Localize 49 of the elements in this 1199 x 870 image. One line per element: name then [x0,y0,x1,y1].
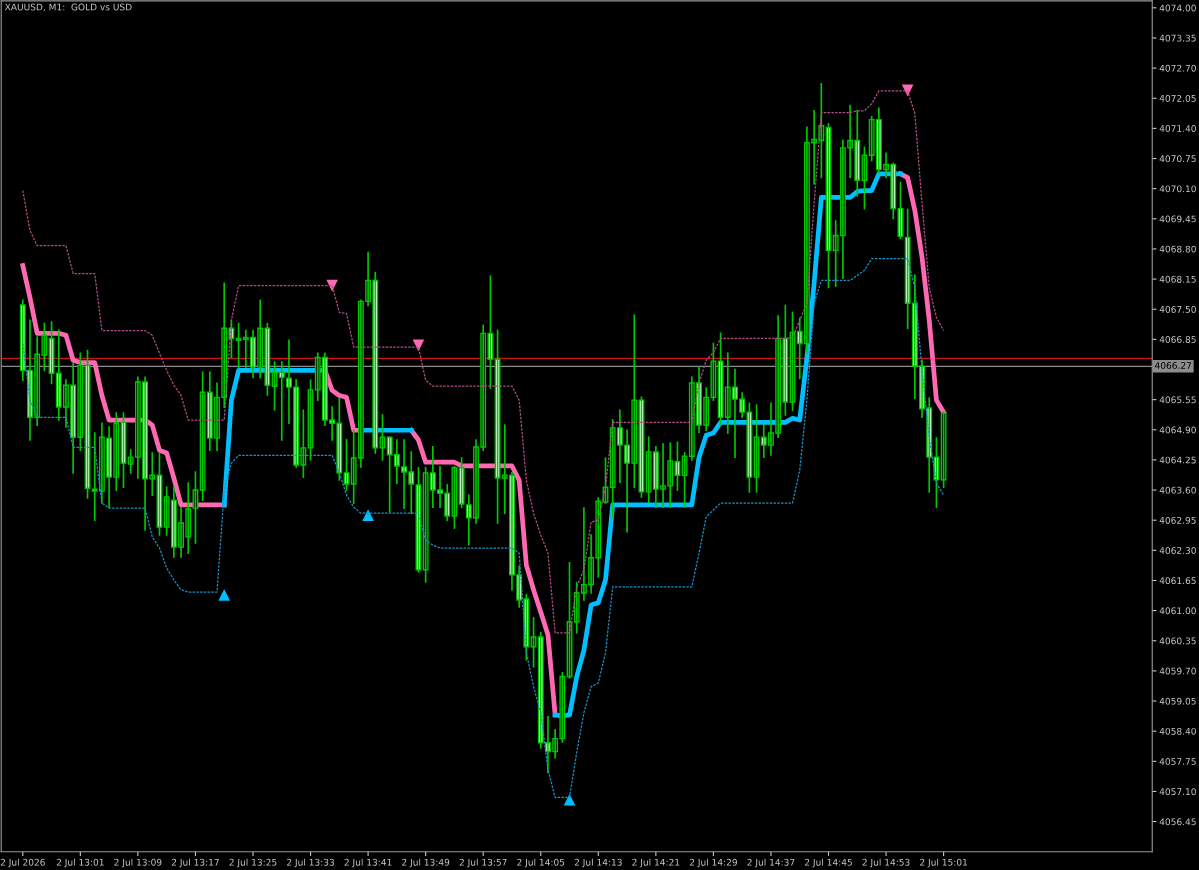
x-tick-label: 2 Jul 13:57 [459,858,507,868]
x-tick-label: 2 Jul 15:01 [920,858,967,868]
y-tick-label: 4058.40 [1159,727,1196,735]
y-tick-label: 4069.45 [1159,215,1196,223]
x-tick-label: 2 Jul 13:41 [344,858,392,868]
x-tick-label: 2 Jul 13:49 [402,858,450,868]
ref-line-label: 4066.27 [1154,362,1192,369]
y-tick-label: 4056.45 [1159,818,1196,826]
y-tick-label: 4060.35 [1159,637,1196,645]
y-tick-label: 4070.75 [1159,155,1196,163]
y-tick-label: 4073.35 [1159,34,1196,42]
x-tick-label: 2 Jul 14:13 [574,858,622,868]
y-tick-label: 4057.75 [1159,758,1196,765]
y-tick-label: 4064.25 [1159,456,1196,464]
y-tick-label: 4061.00 [1159,607,1196,615]
point [218,589,231,601]
x-tick-label: 2 Jul 14:21 [632,858,680,868]
x-tick-label: 2 Jul 14:29 [689,858,737,868]
y-tick-label: 4059.05 [1159,697,1196,705]
y-tick-label: 4071.40 [1159,125,1196,132]
y-tick-label: 4062.30 [1159,547,1196,554]
x-tick-label: 2 Jul 13:01 [56,858,104,868]
y-tick-label: 4061.65 [1159,577,1196,585]
y-tick-label: 4065.55 [1159,396,1196,404]
y-tick-label: 4062.95 [1159,516,1196,524]
y-tick-label: 4068.80 [1159,245,1196,253]
y-tick-label: 4067.50 [1159,305,1196,313]
point [362,509,374,521]
x-tick-label: 2 Jul 13:25 [229,858,277,868]
x-tick-label: 2 Jul 14:05 [517,858,565,868]
point [563,793,576,806]
y-tick-label: 4072.70 [1159,64,1196,72]
x-tick-label: 2 Jul 14:37 [747,858,795,868]
y-tick-label: 4057.10 [1159,788,1196,796]
y-tick-label: 4064.90 [1159,426,1196,434]
y-tick-label: 4063.60 [1159,486,1196,494]
x-tick-label: 2 Jul 14:53 [862,858,910,868]
y-tick-label: 4072.05 [1159,94,1196,102]
x-tick-label: 2 Jul 13:17 [171,858,219,868]
x-tick-label: 2 Jul 14:45 [804,858,852,868]
x-tick-label: 2 Jul 13:33 [287,858,335,868]
y-tick-label: 4066.85 [1159,336,1196,343]
chart-title: XAUUSD, M1: GOLD vs USD [4,3,132,12]
y-tick-label: 4074.00 [1159,4,1196,12]
y-tick-label: 4070.10 [1159,185,1196,193]
x-tick-label: 2 Jul 13:09 [114,858,162,868]
y-tick-label: 4059.70 [1159,667,1196,675]
y-tick-label: 4068.15 [1159,275,1196,283]
x-tick-label: 2 Jul 2026 [0,858,45,868]
